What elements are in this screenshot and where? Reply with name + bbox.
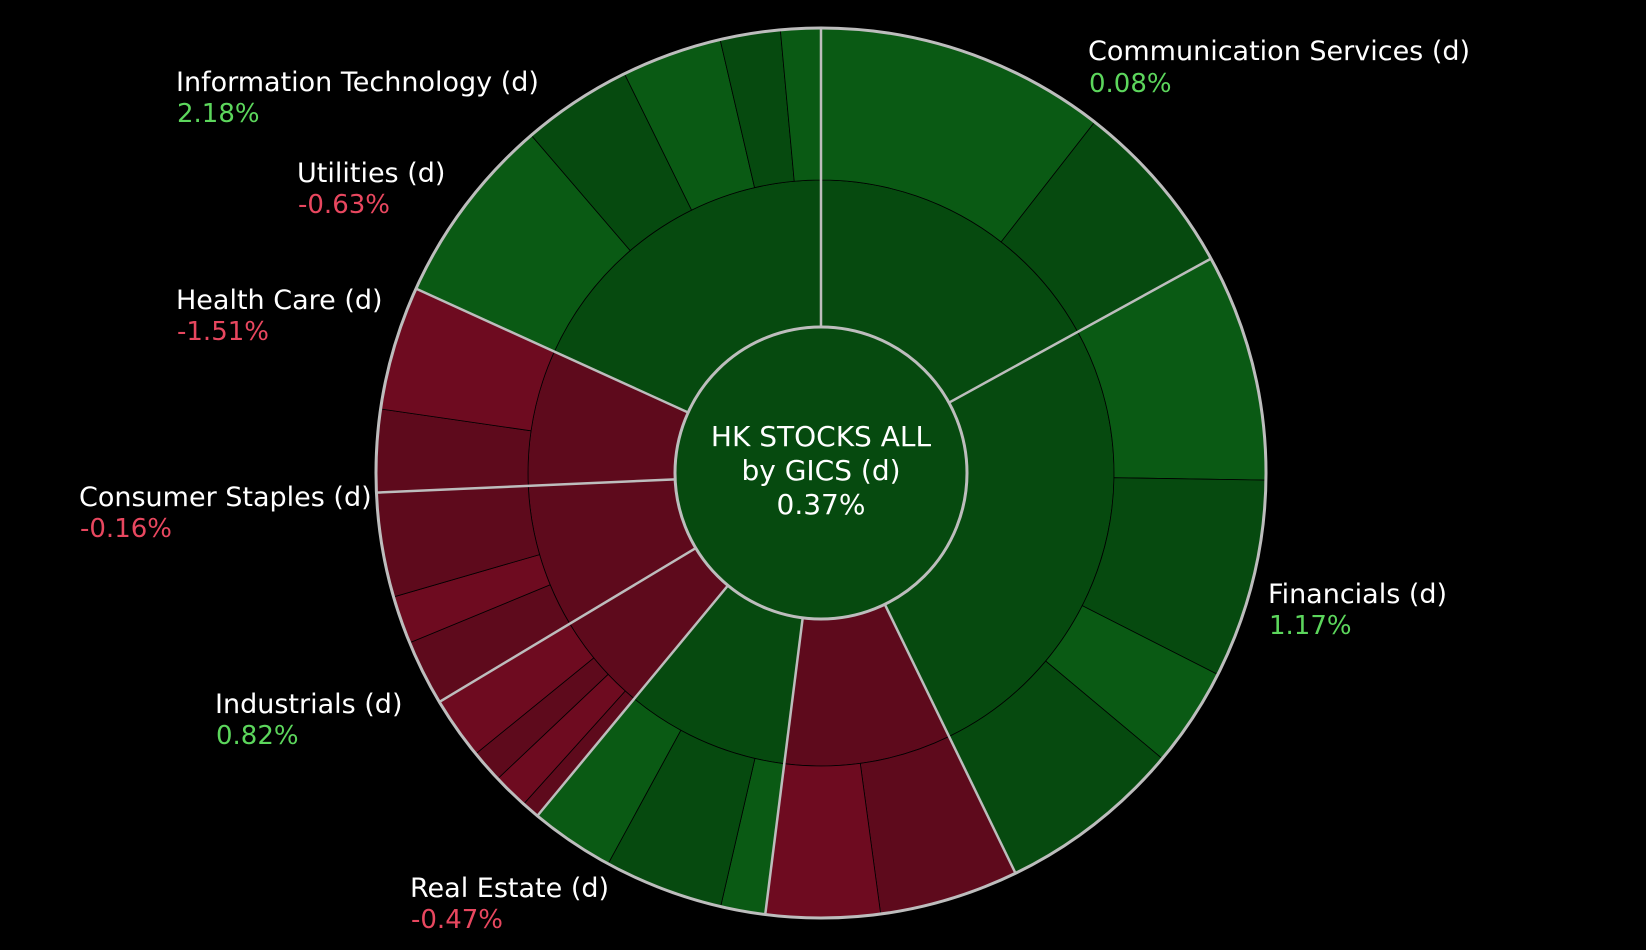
sector-change-label: -1.51% xyxy=(177,317,269,347)
sector-label-health-care: Health Care (d) -1.51% xyxy=(176,285,383,347)
sector-separator xyxy=(415,287,689,414)
sector-change-label: -0.16% xyxy=(80,514,172,544)
sunburst-wedges xyxy=(375,27,1267,919)
sector-label-information-technology: Information Technology (d) 2.18% xyxy=(176,67,539,129)
sector-separator xyxy=(536,584,729,817)
sector-label-utilities: Utilities (d) -0.63% xyxy=(297,158,445,220)
sector-name-label: Information Technology (d) xyxy=(176,67,539,98)
sector-name-label: Consumer Staples (d) xyxy=(79,482,372,513)
sector-name-label: Communication Services (d) xyxy=(1088,36,1470,67)
sector-name-label: Utilities (d) xyxy=(297,158,445,189)
center-title-line1: HK STOCKS ALL xyxy=(711,420,932,453)
sector-separator xyxy=(948,257,1212,404)
sector-separator xyxy=(438,547,697,703)
sector-name-label: Financials (d) xyxy=(1268,579,1447,610)
center-disc[interactable] xyxy=(673,325,969,621)
sector-separator xyxy=(883,603,1017,874)
sector-separator xyxy=(376,478,676,494)
sector-name-label: Industrials (d) xyxy=(215,689,402,720)
sector-label-consumer-staples: Consumer Staples (d) -0.16% xyxy=(79,482,372,544)
sector-change-label: -0.63% xyxy=(298,190,390,220)
sector-separator xyxy=(763,617,804,915)
center-title-line2: by GICS (d) xyxy=(741,454,900,487)
sector-label-communication-services: Communication Services (d) 0.08% xyxy=(1088,36,1470,99)
sector-change-label: 2.18% xyxy=(177,99,260,129)
sector-name-label: Real Estate (d) xyxy=(410,873,609,904)
sector-separators xyxy=(376,28,1212,915)
sector-label-industrials: Industrials (d) 0.82% xyxy=(215,689,402,751)
sector-change-label: 0.08% xyxy=(1089,69,1172,99)
sector-change-label: 1.17% xyxy=(1269,611,1352,641)
sector-label-real-estate: Real Estate (d) -0.47% xyxy=(410,873,609,935)
sector-name-label: Health Care (d) xyxy=(176,285,383,316)
sector-label-financials: Financials (d) 1.17% xyxy=(1268,579,1447,641)
sector-change-label: 0.82% xyxy=(216,721,299,751)
sector-change-label: -0.47% xyxy=(411,905,503,935)
center-value: 0.37% xyxy=(777,488,866,521)
outer-ring xyxy=(374,26,1268,920)
